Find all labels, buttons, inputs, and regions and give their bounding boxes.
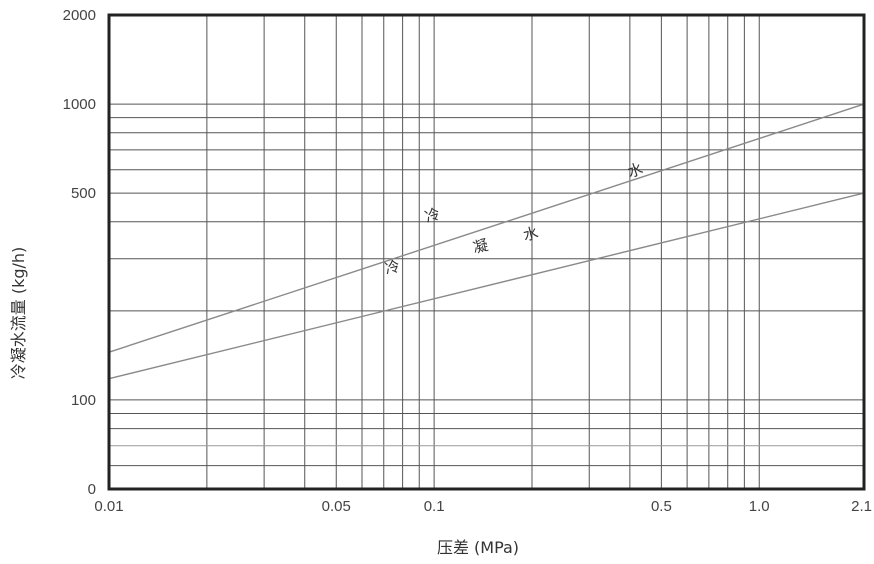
x-tick-label: 2.1	[851, 498, 872, 515]
y-tick-label: 100	[71, 392, 96, 409]
y-axis-title: 冷凝水流量 (kg/h)	[9, 247, 28, 380]
y-tick-label: 1000	[63, 96, 96, 113]
x-tick-label: 0.5	[651, 498, 672, 515]
grid	[109, 15, 864, 489]
x-tick-label: 0.1	[424, 498, 445, 515]
x-tick-label: 0.05	[322, 498, 351, 515]
y-tick-label: 0	[88, 481, 96, 498]
y-tick-label: 2000	[63, 7, 96, 24]
series-line-2	[108, 192, 865, 380]
x-axis-title: 压差 (MPa)	[437, 538, 519, 557]
x-tick-label: 0.01	[94, 498, 123, 515]
curve-label: 冷	[383, 257, 402, 278]
curve-label: 水	[625, 160, 645, 182]
curve-label: 冷	[423, 205, 443, 227]
tick-labels: 0.01 0.05 0.1 0.5 1.0 2.1 0 100 500 1000 2000	[63, 7, 872, 515]
curve-label: 凝	[471, 236, 490, 257]
plot-frame	[107, 13, 866, 491]
series-layer	[108, 103, 865, 380]
x-tick-label: 1.0	[749, 498, 770, 515]
series-line-1	[108, 103, 865, 353]
y-tick-label: 500	[71, 185, 96, 202]
curve-label: 水	[521, 224, 540, 245]
